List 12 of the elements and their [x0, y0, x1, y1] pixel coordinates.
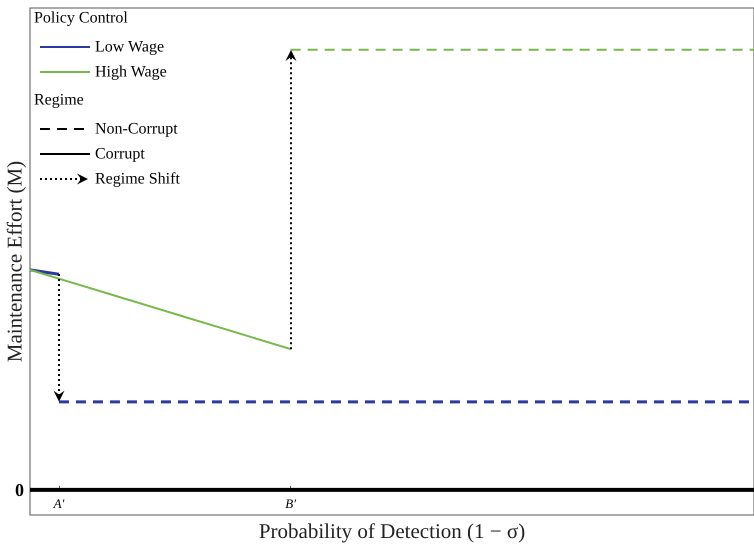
text: 0	[15, 480, 24, 500]
legend-title: Policy Control	[34, 10, 128, 26]
legend-label: High Wage	[95, 64, 167, 80]
legend-label: Non-Corrupt	[95, 120, 178, 138]
legend-label: Corrupt	[95, 146, 146, 162]
annotation: Regime	[34, 92, 84, 108]
x-tick-label: A′	[52, 496, 64, 511]
x-axis-title: Probability of Detection (1 − σ)	[258, 519, 526, 543]
x-tick-label: B′	[285, 496, 296, 511]
annotation: Regime Shift	[95, 170, 180, 188]
legend-label: Low Wage	[95, 38, 164, 56]
y-axis-title: Maintenance Effort (M)	[2, 160, 26, 362]
